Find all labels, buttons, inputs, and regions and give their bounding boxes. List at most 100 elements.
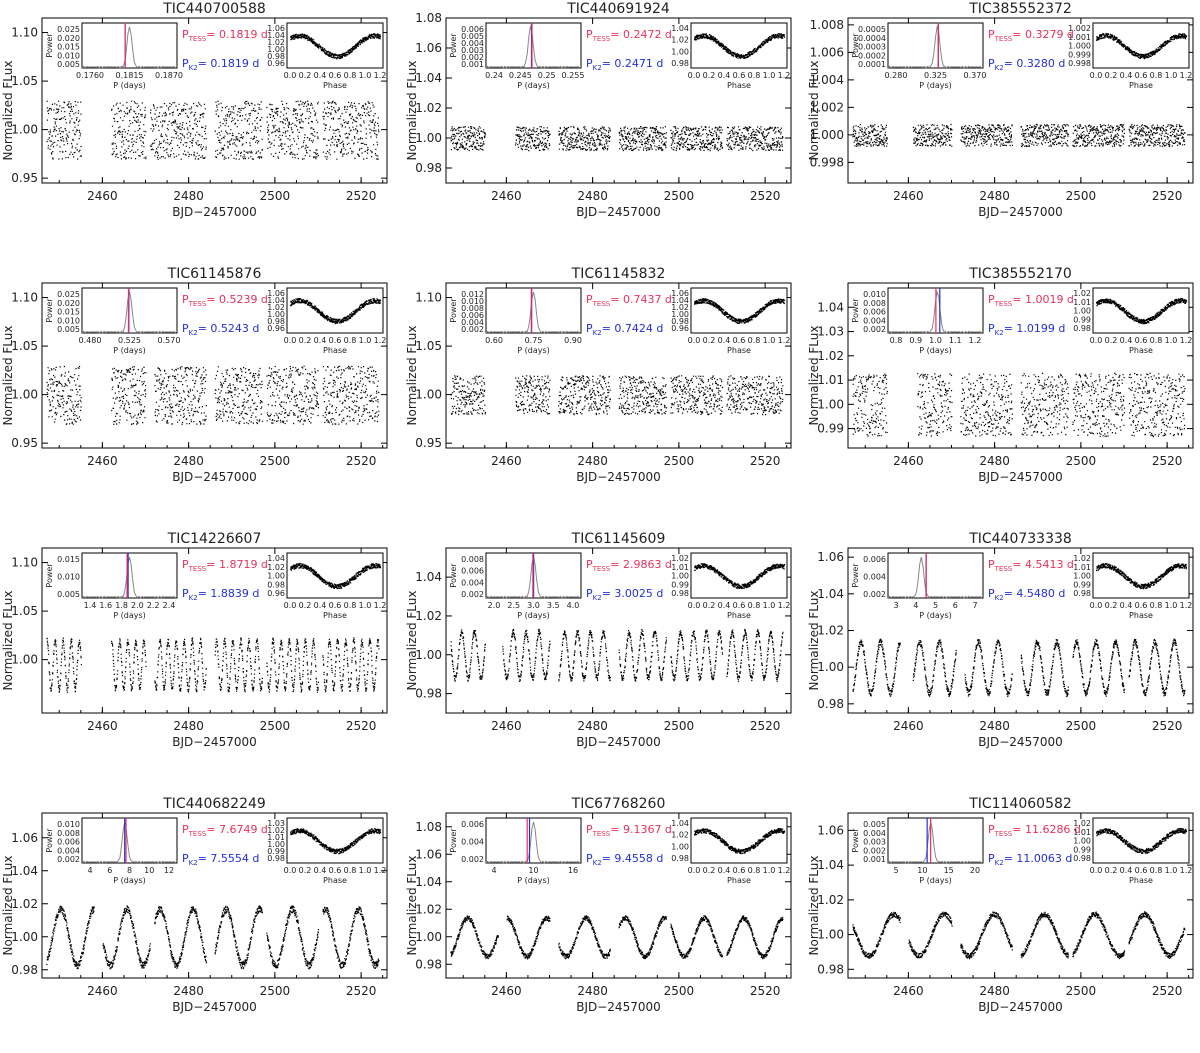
phase-xtick-label: 1.0 [763,601,776,610]
tess-period-label: PTESS= 7.6749 d [182,823,268,838]
phase-folded-points [290,828,382,855]
phase-ytick-label: 0.998 [1068,59,1091,68]
flux-points [852,123,1186,148]
periodogram-ytick-label: 0.008 [461,304,484,313]
x-tick-label: 2500 [260,454,291,468]
y-tick-label: 1.02 [817,624,844,638]
plot-frame [445,812,792,979]
periodogram-xtick-label: 8 [127,866,132,875]
phase-inset: 1.061.041.021.000.980.960.0 0.2 0.4 0.6 0.8 1… [671,287,790,355]
periodogram-ytick-label: 0.004 [461,838,484,847]
periodogram-ytick-label: 0.008 [863,299,886,308]
phase-ytick-label: 1.02 [267,563,285,572]
phase-inset: 1.031.021.011.000.990.980.0 0.2 0.4 0.6 0.8 1… [267,817,386,885]
periodogram-y-label: Power [851,828,860,853]
phase-ytick-label: 0.99 [671,580,689,589]
phase-ytick-label: 0.96 [267,589,285,598]
periodogram-x-label: P (days) [517,876,550,885]
phase-ytick-label: 1.06 [671,289,689,298]
periodogram-ytick-label: 0.015 [57,308,80,317]
phase-xtick-label: 0.8 [344,601,357,610]
phase-folded-points [1096,298,1188,325]
y-tick-label: 1.10 [11,26,38,40]
phase-frame [286,22,384,69]
x-tick-label: 2500 [664,984,695,998]
periodogram-xtick-label: 2.2 [147,601,160,610]
phase-xtick-label: 0.0 [284,71,297,80]
x-tick-label: 2520 [1152,719,1183,733]
periodogram-ytick-label: 0.010 [57,573,80,582]
y-tick-label: 0.98 [415,687,442,701]
panel-title: TIC385552170 [968,266,1072,282]
phase-ytick-label: 0.98 [1073,589,1091,598]
light-curve-points [450,375,784,416]
phase-inset: 1.021.011.000.990.98 0.0 0.2 0.4 0.6 0.8 1.0 1.… [1073,287,1192,355]
phase-xtick-label: 1.2 [374,71,387,80]
phase-xtick-label: 1.0 [359,336,372,345]
phase-xtick-label: 0.0 [688,71,701,80]
flux-points [46,100,380,160]
phase-xtick-label: 1.2 [1180,601,1193,610]
periodogram-ytick-label: 0.010 [57,820,80,829]
periodogram-ytick-label: 0.004 [461,578,484,587]
y-axis-label: Normalized FLux [1,856,15,956]
periodogram-xtick-label: 10 [528,866,538,875]
phase-xtick-label: 1.2 [778,71,791,80]
phase-xtick-label: 0.0 [1090,336,1103,345]
periodogram-x-label: P (days) [919,346,952,355]
periodogram-ytick-label: 0.020 [57,299,80,308]
phase-xtick-label: 0.0 [688,866,701,875]
phase-xtick-label: 1.2 [1180,71,1193,80]
periodogram-ytick-label: 0.001 [461,60,484,69]
periodogram-xtick-label: 1.0 [929,336,942,345]
periodogram-frame [485,287,582,334]
y-tick-label: 1.02 [11,897,38,911]
phase-ytick-label: 0.96 [267,324,285,333]
x-tick-label: 2500 [1066,454,1097,468]
periodogram-y-label: Power [449,298,458,323]
panel-title: TIC440682249 [162,796,266,812]
phase-xtick-label: 1.0 [359,71,372,80]
phase-xtick-label: 0.8 [748,71,761,80]
periodogram-ytick-label: 0.006 [461,567,484,576]
phase-xtick-label: 0.2 [703,866,716,875]
tess-period-label: PTESS= 1.0019 d [988,293,1074,308]
phase-xtick-label: 0.4 [718,601,731,610]
periodogram-ytick-label: 0.008 [57,829,80,838]
periodogram-xtick-label: 0.9 [909,336,922,345]
panel-title: TIC385552372 [968,1,1072,17]
y-tick-label: 1.10 [11,556,38,570]
x-tick-label: 2520 [750,984,781,998]
phase-ytick-label: 1.02 [267,826,285,835]
k2-period-label: PK2= 0.5243 d [182,322,259,337]
x-tick-label: 2500 [1066,189,1097,203]
periodogram-xtick-label: 12 [164,866,174,875]
periodogram-xtick-label: 4 [491,866,496,875]
x-tick-label: 2500 [664,189,695,203]
y-tick-label: 1.05 [11,339,38,353]
periodogram-xtick-label: 0.245 [509,71,532,80]
phase-xtick-label: 0.8 [1150,866,1163,875]
phase-ytick-label: 0.96 [267,59,285,68]
y-axis-label: Normalized FLux [405,326,419,426]
k2-period-label: PK2= 9.4558 d [586,852,663,867]
periodogram-ytick-label: 0.0001 [858,60,886,69]
phase-ytick-label: 1.02 [671,36,689,45]
phase-xtick-label: 1.2 [374,601,387,610]
phase-frame [690,22,788,69]
periodogram-xtick-label: 1.6 [99,601,112,610]
phase-inset: 1.021.011.000.990.98 0.0 0.2 0.4 0.6 0.8 1.0 1.… [671,552,790,620]
periodogram-xtick-label: 7 [972,601,977,610]
phase-xtick-label: 0.0 [284,336,297,345]
periodogram-x-label: P (days) [517,346,550,355]
periodogram-xtick-label: 0.1815 [116,71,144,80]
x-tick-label: 2460 [87,984,118,998]
y-tick-label: 1.05 [11,604,38,618]
k2-period-label: PK2= 11.0063 d [988,852,1072,867]
y-tick-label: 1.004 [810,73,844,87]
periodogram-curve [485,25,582,69]
x-axis-label: BJD−2457000 [576,1000,661,1014]
phase-ytick-label: 1.00 [1073,572,1091,581]
y-tick-label: 0.98 [817,962,844,976]
